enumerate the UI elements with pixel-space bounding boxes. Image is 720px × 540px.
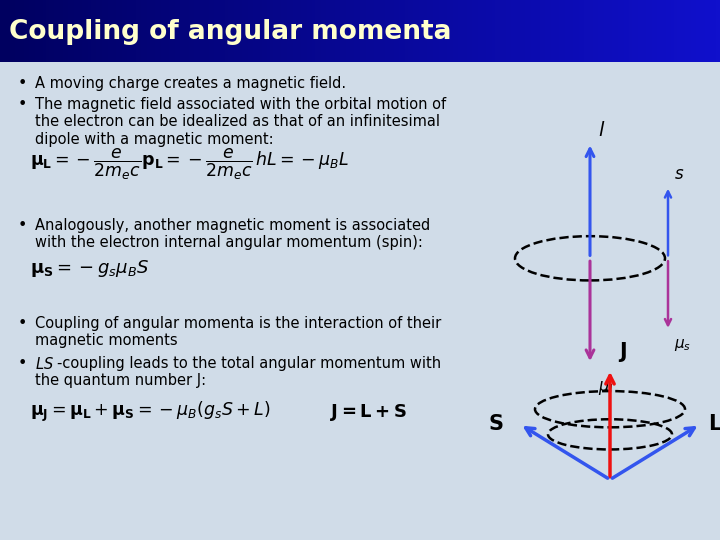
Text: •: •	[18, 76, 27, 91]
Text: $\mathbf{J = L + S}$: $\mathbf{J = L + S}$	[330, 402, 407, 423]
Text: $\mathbf{S}$: $\mathbf{S}$	[488, 414, 503, 434]
Text: •: •	[18, 97, 27, 112]
Text: dipole with a magnetic moment:: dipole with a magnetic moment:	[35, 132, 274, 146]
Text: $\mathbf{\mu_J} = \mathbf{\mu_L} + \mathbf{\mu_S} = -\mu_B(g_s S + L)$: $\mathbf{\mu_J} = \mathbf{\mu_L} + \math…	[30, 400, 271, 424]
Text: $s$: $s$	[674, 165, 684, 183]
Text: •: •	[18, 316, 27, 330]
Text: $\mathbf{\mu_L} = -\dfrac{e}{2m_ec}\mathbf{p_L} = -\dfrac{e}{2m_ec}\,hL = -\mu_B: $\mathbf{\mu_L} = -\dfrac{e}{2m_ec}\math…	[30, 147, 349, 183]
Text: with the electron internal angular momentum (spin):: with the electron internal angular momen…	[35, 235, 423, 250]
Text: the quantum number J:: the quantum number J:	[35, 373, 206, 388]
Text: the electron can be idealized as that of an infinitesimal: the electron can be idealized as that of…	[35, 114, 440, 130]
Text: A moving charge creates a magnetic field.: A moving charge creates a magnetic field…	[35, 76, 346, 91]
Text: •: •	[18, 356, 27, 371]
Text: -coupling leads to the total angular momentum with: -coupling leads to the total angular mom…	[57, 356, 441, 371]
Text: $l$: $l$	[598, 120, 606, 139]
Text: Analogously, another magnetic moment is associated: Analogously, another magnetic moment is …	[35, 218, 431, 233]
Text: $LS$: $LS$	[35, 356, 54, 372]
Text: $\mu_s$: $\mu_s$	[674, 337, 691, 353]
Text: Coupling of angular momenta is the interaction of their: Coupling of angular momenta is the inter…	[35, 316, 441, 330]
Text: Coupling of angular momenta: Coupling of angular momenta	[9, 19, 451, 45]
Text: $\mathbf{\mu_S} = -g_s\mu_B S$: $\mathbf{\mu_S} = -g_s\mu_B S$	[30, 258, 149, 279]
Text: $\mu_l$: $\mu_l$	[598, 379, 614, 397]
Text: The magnetic field associated with the orbital motion of: The magnetic field associated with the o…	[35, 97, 446, 112]
Text: $\mathbf{L}$: $\mathbf{L}$	[708, 414, 720, 434]
Text: •: •	[18, 218, 27, 233]
Text: $\mathbf{J}$: $\mathbf{J}$	[618, 340, 627, 364]
Text: magnetic moments: magnetic moments	[35, 333, 178, 348]
